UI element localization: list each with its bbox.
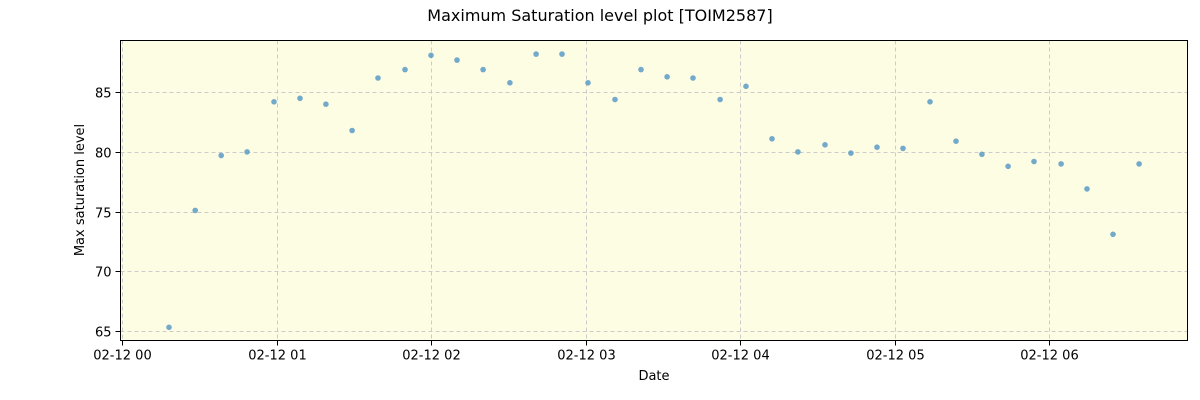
data-point bbox=[874, 144, 880, 150]
x-tick-label: 02-12 05 bbox=[866, 349, 924, 364]
data-point bbox=[664, 74, 670, 80]
data-point bbox=[743, 83, 749, 90]
data-point bbox=[1110, 231, 1116, 238]
data-point bbox=[638, 66, 644, 73]
data-point bbox=[428, 52, 434, 59]
data-point bbox=[375, 75, 381, 81]
y-tick-label: 85 bbox=[95, 87, 112, 102]
y-axis-label: Max saturation level bbox=[73, 124, 88, 256]
data-point bbox=[927, 99, 933, 105]
plot-area bbox=[120, 40, 1188, 341]
data-point bbox=[349, 127, 355, 134]
data-point bbox=[533, 51, 539, 57]
chart-title: Maximum Saturation level plot [TOIM2587] bbox=[427, 6, 773, 25]
data-point bbox=[1031, 158, 1037, 165]
data-point bbox=[166, 324, 172, 331]
data-point bbox=[559, 51, 565, 57]
x-tick-label: 02-12 06 bbox=[1020, 349, 1078, 364]
data-point bbox=[402, 66, 408, 73]
data-point bbox=[323, 101, 329, 107]
data-point bbox=[585, 80, 591, 86]
data-point bbox=[1136, 161, 1142, 167]
data-point bbox=[507, 80, 513, 86]
x-tick-label: 02-12 03 bbox=[557, 349, 615, 364]
data-points bbox=[166, 51, 1142, 331]
grid-lines bbox=[120, 40, 1188, 341]
data-point bbox=[795, 149, 801, 155]
x-axis-label: Date bbox=[638, 369, 669, 384]
data-point bbox=[769, 136, 775, 142]
data-point bbox=[848, 150, 854, 156]
data-point bbox=[218, 152, 224, 159]
data-point bbox=[822, 142, 828, 148]
x-tick-label: 02-12 04 bbox=[711, 349, 769, 364]
data-point bbox=[900, 145, 906, 152]
x-axis: 02-12 00 02-12 01 02-12 02 02-12 03 02-12 04… bbox=[93, 340, 1079, 364]
data-point bbox=[717, 96, 723, 103]
x-tick-label: 02-12 01 bbox=[248, 349, 306, 364]
axes-frame bbox=[120, 40, 1188, 341]
y-tick-label: 80 bbox=[95, 147, 112, 162]
data-point bbox=[480, 66, 486, 73]
data-point bbox=[271, 99, 277, 105]
y-tick-label: 65 bbox=[95, 326, 112, 341]
data-point bbox=[192, 207, 198, 214]
data-point bbox=[979, 151, 985, 158]
x-tick-label: 02-12 02 bbox=[402, 349, 460, 364]
y-tick-label: 75 bbox=[95, 207, 112, 222]
data-point bbox=[1084, 186, 1090, 192]
data-point bbox=[1058, 161, 1064, 167]
data-point bbox=[297, 95, 303, 102]
data-point bbox=[244, 149, 250, 155]
data-point bbox=[454, 57, 460, 63]
y-tick-label: 70 bbox=[95, 266, 112, 281]
data-point bbox=[953, 138, 959, 144]
data-point bbox=[690, 75, 696, 81]
data-point bbox=[612, 96, 618, 103]
data-point bbox=[1005, 163, 1011, 170]
x-tick-label: 02-12 00 bbox=[93, 349, 151, 364]
y-axis: 65 70 75 80 85 bbox=[95, 87, 121, 341]
